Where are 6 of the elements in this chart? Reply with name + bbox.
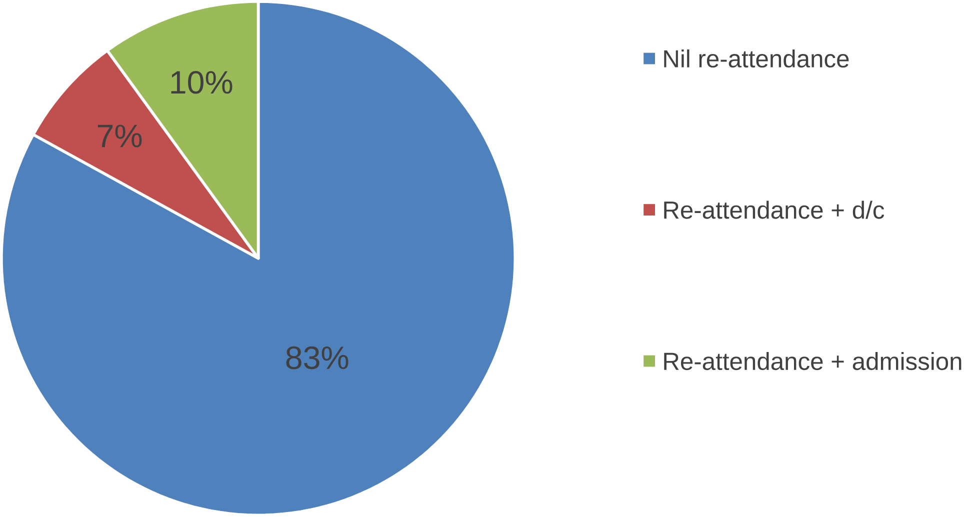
legend-label: Nil re-attendance xyxy=(664,50,849,68)
data-label: 83% xyxy=(286,346,348,370)
legend-label: Re-attendance + d/c xyxy=(664,200,884,220)
data-label: 10% xyxy=(171,71,232,94)
legend-label: Re-attendance + admission xyxy=(664,352,962,370)
data-label: 7% xyxy=(98,124,142,148)
